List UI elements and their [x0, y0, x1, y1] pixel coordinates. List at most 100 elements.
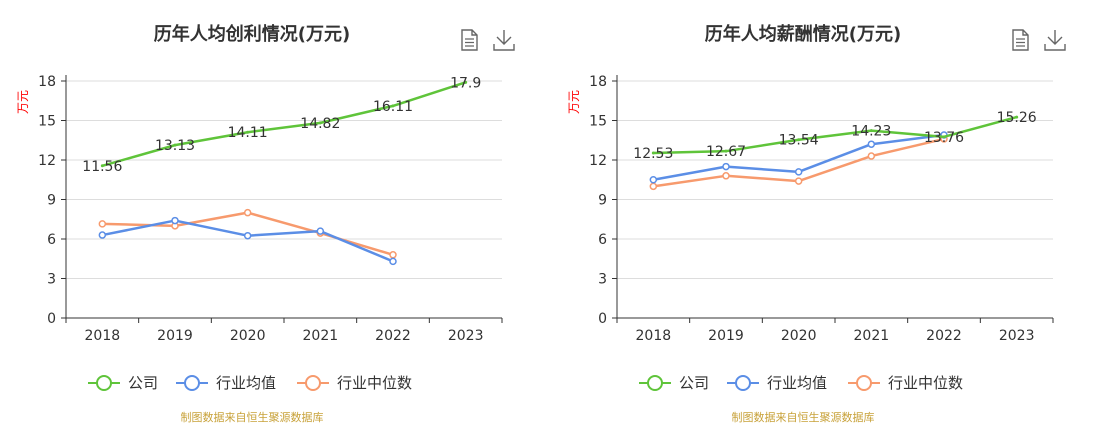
y-tick-label: 9: [598, 193, 607, 209]
data-label: 15.26: [997, 110, 1037, 126]
data-point-industry_median: [722, 172, 730, 180]
data-point-company: [318, 121, 322, 125]
y-tick-label: 15: [38, 114, 56, 130]
data-label: 13.76: [924, 130, 964, 146]
source-note: 制图数据来自恒生聚源数据库: [732, 410, 875, 424]
document-icon-lines: [1016, 38, 1025, 47]
x-tick-label: 2019: [157, 328, 193, 344]
data-label: 12.53: [633, 146, 673, 162]
legend-item-company[interactable]: 公司: [639, 374, 709, 392]
data-point-industry_median: [794, 177, 803, 185]
x-tick-label: 2023: [448, 328, 484, 344]
data-point-industry_median: [243, 208, 252, 217]
chart-svg-salary: 历年人均薪酬情况(万元) 万元 0 3 6 9 12 15 18 2018 2019 2020 2021…: [567, 23, 1066, 424]
data-label: 12.67: [706, 144, 746, 160]
data-point-industry_avg: [171, 216, 179, 225]
series-line-company: [653, 115, 1017, 155]
data-point-industry_avg: [98, 231, 107, 239]
download-icon[interactable]: [1044, 30, 1066, 51]
y-tick-label: 6: [47, 232, 56, 248]
x-tick-label: 2022: [375, 328, 411, 344]
data-point-industry_avg: [867, 140, 876, 148]
x-tick-label: 2021: [303, 328, 339, 344]
data-point-company: [797, 138, 801, 142]
x-tick-label: 2022: [926, 328, 962, 344]
data-point-company: [173, 143, 177, 147]
document-icon[interactable]: [1012, 29, 1029, 51]
legend-marker: [184, 375, 200, 391]
download-icon[interactable]: [493, 30, 515, 51]
data-point-company: [869, 129, 873, 133]
legend-label: 公司: [679, 374, 709, 392]
data-label: 14.82: [300, 116, 340, 132]
x-tick-label: 2021: [854, 328, 890, 344]
document-icon-lines: [465, 38, 474, 47]
x-tick-label: 2018: [636, 328, 672, 344]
legend-label: 行业均值: [767, 374, 827, 392]
data-point-industry_median: [649, 182, 658, 191]
legend-label: 行业均值: [216, 374, 276, 392]
y-tick-label: 0: [598, 311, 607, 327]
document-icon-outline: [1012, 29, 1029, 51]
y-tick-label: 9: [47, 193, 56, 209]
data-point-industry_avg: [389, 257, 397, 266]
legend-marker: [735, 375, 751, 391]
data-point-industry_median: [389, 251, 397, 259]
y-tick-label: 18: [589, 74, 607, 90]
chart-title: 历年人均薪酬情况(万元): [705, 23, 901, 45]
x-tick-label: 2023: [999, 328, 1035, 344]
data-label: 17.9: [450, 75, 481, 91]
legend-label: 公司: [128, 374, 158, 392]
chart-panel-salary: 历年人均薪酬情况(万元) 万元 0 3 6 9 12 15 18 2018 2019 2020 2021…: [551, 0, 1102, 444]
data-point-company: [724, 149, 728, 153]
x-tick-label: 2018: [85, 328, 121, 344]
data-point-company: [100, 164, 104, 168]
series-line-company: [101, 81, 467, 167]
data-point-company: [942, 135, 946, 139]
data-point-industry_avg: [316, 227, 325, 235]
y-tick-label: 3: [47, 272, 56, 288]
chart-svg-profit: 历年人均创利情况(万元) 万元 0 3 6 9 12 15 18 2018 2019 2020 2021…: [16, 23, 515, 424]
legend-marker: [305, 375, 321, 391]
data-label: 11.56: [82, 159, 122, 175]
data-point-industry_median: [98, 220, 107, 228]
data-point-industry_avg: [722, 162, 730, 171]
y-tick-label: 15: [589, 114, 607, 130]
data-point-company: [464, 80, 468, 84]
data-label: 13.13: [155, 138, 195, 154]
chart-title: 历年人均创利情况(万元): [154, 23, 350, 45]
data-point-industry_avg: [794, 168, 803, 176]
document-icon-outline: [461, 29, 478, 51]
data-point-company: [651, 151, 655, 155]
y-tick-label: 12: [589, 153, 607, 169]
legend-label: 行业中位数: [888, 374, 963, 392]
y-tick-label: 6: [598, 232, 607, 248]
legend-marker: [96, 375, 112, 391]
data-label: 13.54: [779, 133, 819, 149]
legend-label: 行业中位数: [337, 374, 412, 392]
y-axis-unit: 万元: [567, 90, 581, 114]
document-icon[interactable]: [461, 29, 478, 51]
legend-item-company[interactable]: 公司: [88, 374, 158, 392]
x-tick-label: 2020: [230, 328, 266, 344]
y-tick-label: 0: [47, 311, 56, 327]
download-icon-arrow: [493, 30, 515, 51]
legend-item-industry_median[interactable]: 行业中位数: [297, 374, 412, 392]
data-point-company: [391, 104, 395, 108]
legend-item-industry_avg[interactable]: 行业均值: [176, 374, 276, 392]
legend-item-industry_median[interactable]: 行业中位数: [848, 374, 963, 392]
data-point-company: [246, 130, 250, 134]
legend-marker: [856, 375, 872, 391]
data-point-company: [1015, 115, 1019, 119]
legend-item-industry_avg[interactable]: 行业均值: [727, 374, 827, 392]
x-tick-label: 2019: [708, 328, 744, 344]
y-axis-unit: 万元: [16, 90, 30, 114]
chart-panel-profit: 历年人均创利情况(万元) 万元 0 3 6 9 12 15 18 2018 2019 2020 2021…: [16, 23, 515, 424]
data-point-industry_median: [867, 152, 876, 160]
y-tick-label: 12: [38, 153, 56, 169]
data-point-industry_avg: [649, 176, 658, 184]
source-note: 制图数据来自恒生聚源数据库: [181, 410, 324, 424]
data-label: 14.23: [851, 124, 891, 140]
download-icon-arrow: [1044, 30, 1066, 51]
legend-marker: [647, 375, 663, 391]
